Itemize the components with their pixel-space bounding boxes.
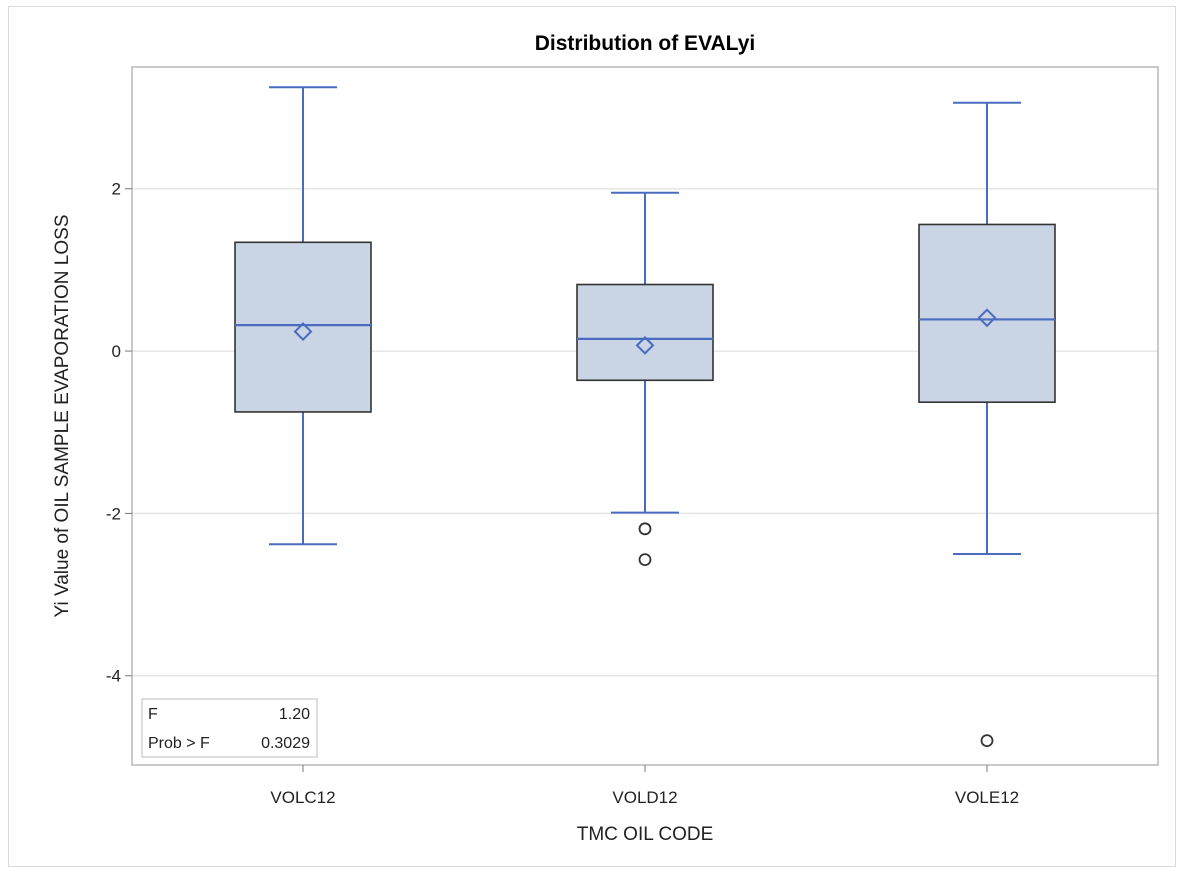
mean-marker xyxy=(293,322,313,342)
box-iqr xyxy=(234,241,372,413)
box-iqr xyxy=(576,283,714,382)
outlier-point xyxy=(638,553,652,567)
box-volc12 xyxy=(234,86,372,546)
y-tick-label: 2 xyxy=(112,180,121,199)
x-axis: VOLC12 VOLD12 VOLE12 xyxy=(270,765,1019,807)
box-vold12 xyxy=(576,191,714,567)
outlier-point xyxy=(638,522,652,536)
y-axis: -4 -2 0 2 xyxy=(106,180,132,686)
box-iqr xyxy=(918,223,1056,404)
y-tick-label: -2 xyxy=(106,504,121,523)
box-vole12 xyxy=(918,101,1056,748)
x-tick-label: VOLC12 xyxy=(270,788,335,807)
x-axis-label: TMC OIL CODE xyxy=(577,824,714,845)
stat-prob-label: Prob > F xyxy=(148,735,210,752)
y-axis-label: Yi Value of OIL SAMPLE EVAPORATION LOSS xyxy=(52,214,73,617)
boxes xyxy=(234,86,1056,748)
stats-inset: F 1.20 Prob > F 0.3029 xyxy=(141,698,318,758)
stat-f-label: F xyxy=(148,706,158,723)
y-tick-label: -4 xyxy=(106,667,121,686)
y-tick-label: 0 xyxy=(112,342,121,361)
stat-f-value: 1.20 xyxy=(279,706,310,723)
outlier-point xyxy=(980,734,994,748)
x-tick-label: VOLD12 xyxy=(612,788,677,807)
mean-marker xyxy=(977,308,997,328)
stat-prob-value: 0.3029 xyxy=(261,735,310,752)
mean-marker xyxy=(635,335,655,355)
x-tick-label: VOLE12 xyxy=(955,788,1019,807)
chart-title: Distribution of EVALyi xyxy=(535,32,756,55)
stats-inset-box xyxy=(141,698,318,758)
